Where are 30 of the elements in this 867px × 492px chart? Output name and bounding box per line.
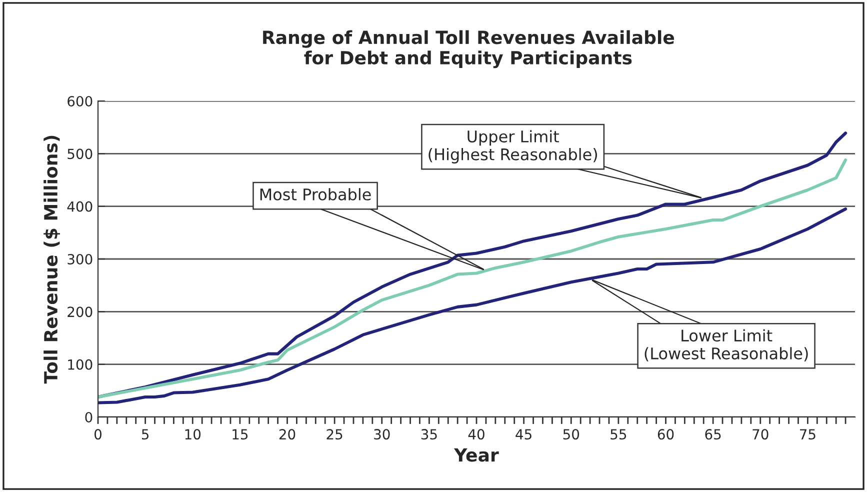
annotation: Most Probable: [260, 188, 371, 200]
x-tick-label: 60: [658, 429, 674, 440]
x-tick-label: 55: [610, 429, 626, 440]
y-tick-label: 500: [68, 148, 92, 160]
x-tick-label: 25: [326, 429, 342, 440]
x-tick-label: 0: [94, 429, 102, 440]
x-tick-label: 30: [374, 429, 390, 440]
y-axis-title: Toll Revenue ($ Millions): [44, 136, 60, 384]
annotation: Upper Limit (Highest Reasonable): [428, 130, 597, 164]
x-tick-label: 45: [516, 429, 532, 440]
annotation: Lower Limit (Lowest Reasonable): [644, 329, 808, 362]
y-tick-label: 300: [68, 254, 92, 264]
y-tick-label: 0: [85, 412, 92, 422]
x-tick-label: 20: [279, 429, 296, 440]
x-tick-label: 35: [421, 429, 437, 440]
line-series: [98, 207, 848, 404]
x-tick-label: 50: [563, 429, 580, 440]
y-tick-label: 400: [67, 201, 92, 212]
x-tick-label: 70: [752, 429, 768, 440]
y-tick-label: 600: [68, 96, 92, 106]
x-axis-title: Year: [454, 448, 499, 462]
x-tick-label: 65: [705, 429, 721, 440]
x-tick-label: 75: [800, 429, 816, 440]
y-tick-label: 200: [68, 306, 92, 318]
y-tick-label: 100: [68, 359, 92, 370]
x-tick-label: 10: [185, 429, 201, 440]
x-tick-label: 15: [232, 429, 248, 440]
chart-title: Range of Annual Toll Revenues Available for Debt and Equity Participants: [263, 30, 674, 68]
x-tick-label: 5: [142, 429, 149, 440]
x-tick-label: 40: [468, 429, 484, 440]
